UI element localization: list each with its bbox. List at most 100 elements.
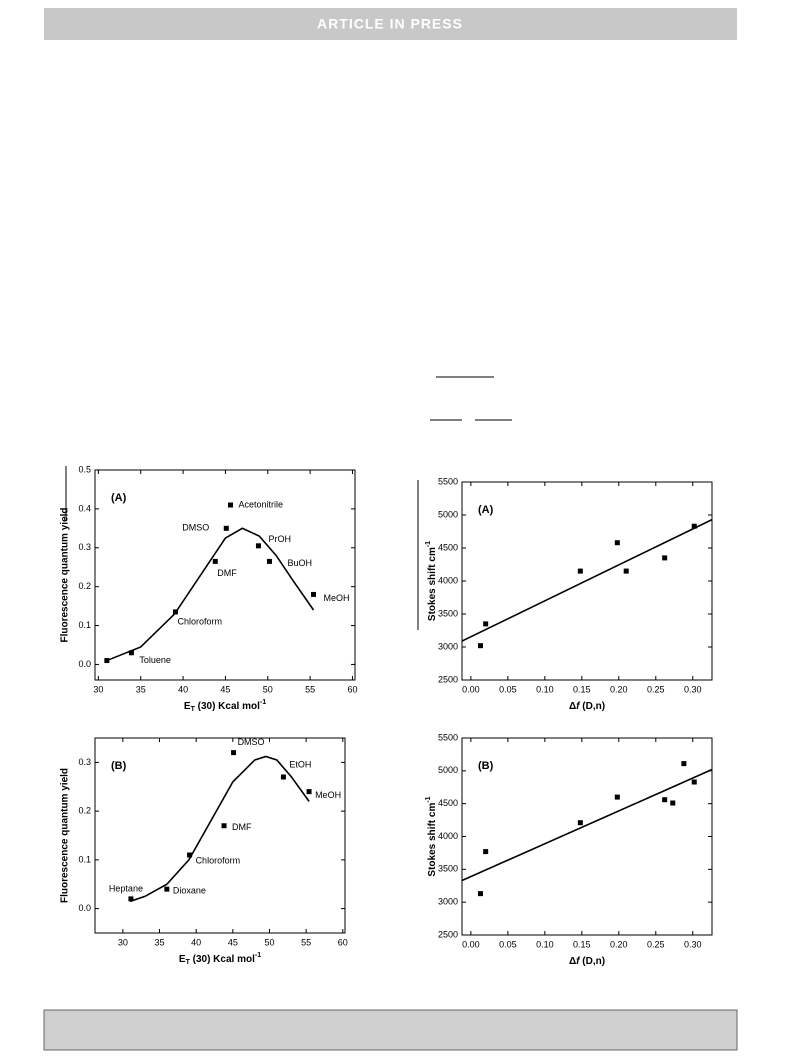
y-tick-label: 0.1 bbox=[78, 854, 91, 864]
x-tick-label: 50 bbox=[263, 684, 273, 694]
point-label: Chloroform bbox=[177, 616, 222, 626]
y-tick-label: 5000 bbox=[438, 765, 458, 775]
data-point bbox=[228, 502, 234, 508]
point-label: Toluene bbox=[139, 655, 171, 665]
data-point bbox=[681, 761, 687, 767]
plot-frame bbox=[94, 737, 346, 934]
x-axis-label-part: Δ bbox=[569, 956, 576, 967]
data-point bbox=[691, 779, 697, 785]
data-point bbox=[128, 650, 134, 656]
point-label: EtOH bbox=[289, 759, 311, 769]
x-tick-label: 30 bbox=[93, 684, 103, 694]
x-axis-label-part: E bbox=[179, 954, 186, 965]
fit-line bbox=[461, 518, 713, 642]
y-tick-label: 3000 bbox=[438, 641, 458, 651]
data-point bbox=[662, 797, 668, 803]
x-tick-label: 0.15 bbox=[573, 684, 591, 694]
y-tick-label: 5500 bbox=[438, 732, 458, 742]
x-tick-label: 0.15 bbox=[573, 939, 591, 949]
data-point bbox=[172, 609, 178, 615]
data-point bbox=[477, 643, 483, 649]
y-tick-label: 3500 bbox=[438, 608, 458, 618]
x-axis-label: ET (30) Kcal mol-1 bbox=[184, 699, 266, 713]
x-tick-label: 0.05 bbox=[499, 939, 517, 949]
panel-label: (B) bbox=[111, 760, 127, 772]
x-tick-label: 45 bbox=[220, 684, 230, 694]
x-tick-label: 0.05 bbox=[499, 684, 517, 694]
x-axis-label: ET (30) Kcal mol-1 bbox=[179, 952, 261, 966]
fit-line bbox=[461, 768, 713, 882]
y-tick-label: 4500 bbox=[438, 798, 458, 808]
x-tick-label: 0.20 bbox=[610, 684, 628, 694]
point-label: PrOH bbox=[268, 534, 291, 544]
point-label: Acetonitrile bbox=[239, 499, 284, 509]
y-axis-label-part: Stokes shift cm bbox=[427, 547, 438, 621]
data-point bbox=[128, 896, 134, 902]
header-title: ARTICLE IN PRESS bbox=[317, 16, 463, 32]
data-point bbox=[212, 558, 218, 564]
footer-box bbox=[43, 1009, 738, 1051]
panel-label: (B) bbox=[478, 760, 494, 772]
point-label: Heptane bbox=[109, 883, 143, 893]
data-point bbox=[223, 525, 229, 531]
data-point bbox=[187, 852, 193, 858]
y-tick-label: 0.1 bbox=[78, 620, 91, 630]
x-tick-label: 0.25 bbox=[647, 939, 665, 949]
x-axis-label-part: (D,n) bbox=[579, 956, 605, 967]
x-tick-label: 60 bbox=[347, 684, 357, 694]
y-tick-label: 2500 bbox=[438, 674, 458, 684]
x-tick-label: 60 bbox=[338, 937, 348, 947]
y-tick-label: 5500 bbox=[438, 476, 458, 486]
x-axis-label-part: T bbox=[186, 959, 191, 966]
y-tick-label: 4000 bbox=[438, 575, 458, 585]
x-axis-label-part: T bbox=[191, 706, 196, 713]
y-tick-label: 3000 bbox=[438, 897, 458, 907]
panel-label: (A) bbox=[111, 492, 127, 504]
x-tick-label: 35 bbox=[155, 937, 165, 947]
data-point bbox=[221, 823, 227, 829]
x-axis-label-part: f bbox=[576, 701, 581, 712]
y-tick-label: 0.2 bbox=[78, 806, 91, 816]
data-point bbox=[164, 886, 170, 892]
x-tick-label: 0.00 bbox=[462, 939, 480, 949]
x-axis-label: Δf (D,n) bbox=[569, 956, 605, 967]
x-tick-label: 0.30 bbox=[684, 684, 702, 694]
point-label: MeOH bbox=[324, 593, 350, 603]
y-axis-label: Fluorescence quantum yield bbox=[60, 768, 71, 903]
data-point bbox=[104, 658, 110, 664]
x-tick-label: 0.30 bbox=[684, 939, 702, 949]
x-tick-label: 0.20 bbox=[610, 939, 628, 949]
x-axis-label-part: (30) Kcal mol bbox=[190, 954, 255, 965]
y-tick-label: 0.4 bbox=[78, 503, 91, 513]
panel-label: (A) bbox=[478, 504, 494, 516]
point-label: DMSO bbox=[238, 737, 265, 747]
x-axis-label-part: (D,n) bbox=[579, 701, 605, 712]
x-tick-label: 55 bbox=[301, 937, 311, 947]
point-label: Chloroform bbox=[196, 855, 241, 865]
x-axis-label: Δf (D,n) bbox=[569, 701, 605, 712]
y-axis-label-part: Stokes shift cm bbox=[427, 803, 438, 877]
x-axis-label-part: f bbox=[576, 956, 581, 967]
x-axis-label-part: Δ bbox=[569, 701, 576, 712]
data-point bbox=[306, 789, 312, 795]
x-tick-label: 30 bbox=[118, 937, 128, 947]
y-axis-label: Stokes shift cm-1 bbox=[425, 796, 437, 876]
x-tick-label: 40 bbox=[178, 684, 188, 694]
data-point bbox=[623, 568, 629, 574]
point-label: DMF bbox=[232, 822, 252, 832]
x-tick-label: 0.10 bbox=[536, 684, 554, 694]
x-axis-label-part: -1 bbox=[260, 699, 266, 706]
data-point bbox=[477, 891, 483, 897]
data-point bbox=[231, 750, 237, 756]
header-bar bbox=[44, 8, 737, 40]
data-point bbox=[577, 820, 583, 826]
x-tick-label: 35 bbox=[136, 684, 146, 694]
data-point bbox=[670, 800, 676, 806]
fit-line bbox=[129, 755, 310, 903]
point-label: DMSO bbox=[182, 523, 209, 533]
y-tick-label: 0.0 bbox=[78, 659, 91, 669]
point-label: BuOH bbox=[287, 558, 312, 568]
data-point bbox=[577, 568, 583, 574]
fit-line bbox=[106, 527, 315, 662]
